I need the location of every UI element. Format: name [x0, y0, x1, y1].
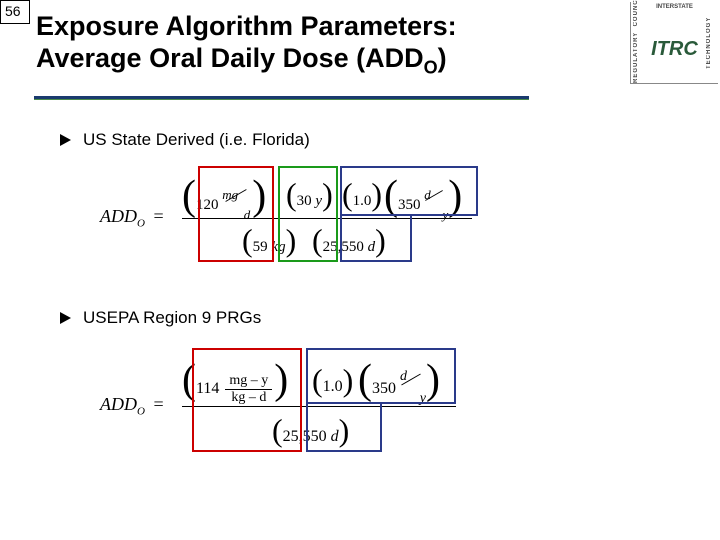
title-divider: [34, 96, 529, 100]
f1-lhs: ADDO =: [100, 206, 164, 230]
f1-box-blue-bottom: [340, 216, 412, 262]
logo-inner: INTERSTATE REGULATORY COUNCIL TECHNOLOGY…: [631, 2, 718, 83]
f2-box-blue-bottom: [306, 404, 382, 452]
title-line-2: Average Oral Daily Dose (ADDO): [36, 42, 620, 79]
content-area: US State Derived (i.e. Florida) ADDO = (…: [60, 130, 690, 476]
bullet-icon: [60, 312, 71, 324]
f1-box-red: [198, 166, 274, 262]
formula-2: ADDO = (114 mg – y kg – d ) (1.0) (350 d…: [100, 346, 690, 476]
bullet-1-text: US State Derived (i.e. Florida): [83, 130, 310, 150]
logo-center-text: ITRC: [645, 20, 704, 79]
bullet-1: US State Derived (i.e. Florida): [60, 130, 690, 150]
logo-left-text: REGULATORY COUNCIL: [633, 2, 643, 83]
bullet-icon: [60, 134, 71, 146]
bullet-2: USEPA Region 9 PRGs: [60, 308, 690, 328]
f1-box-green: [278, 166, 338, 262]
page-number-box: 56: [0, 0, 30, 24]
f2-lhs: ADDO =: [100, 394, 164, 418]
bullet-2-text: USEPA Region 9 PRGs: [83, 308, 261, 328]
f1-box-blue-top: [340, 166, 478, 216]
f2-box-red: [192, 348, 302, 452]
logo-top-text: INTERSTATE: [645, 4, 704, 10]
logo-right-text: TECHNOLOGY: [706, 2, 716, 83]
title-line-1: Exposure Algorithm Parameters:: [36, 10, 620, 42]
itrc-logo: INTERSTATE REGULATORY COUNCIL TECHNOLOGY…: [630, 2, 718, 84]
page-number: 56: [5, 3, 21, 19]
formula-1: ADDO = (120 mg d ) (30 y) (1.0) (350 d y…: [100, 168, 690, 278]
slide-title: Exposure Algorithm Parameters: Average O…: [36, 10, 620, 79]
f2-box-blue-top: [306, 348, 456, 404]
